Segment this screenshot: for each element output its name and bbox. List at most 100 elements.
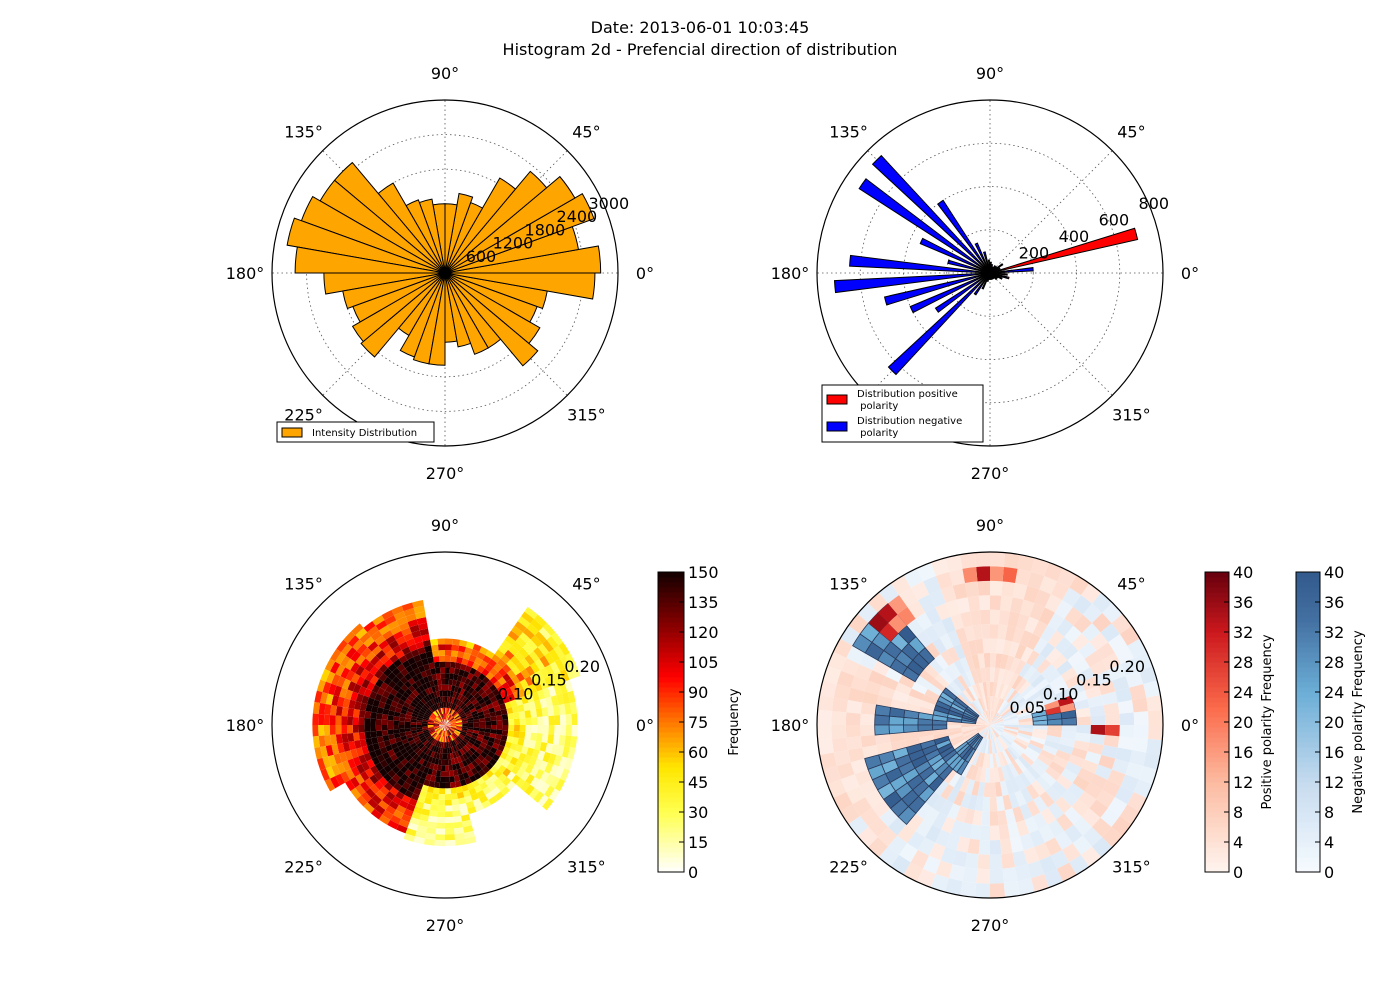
hist2d-cell [415, 705, 422, 711]
hist2d-cell [468, 739, 475, 745]
hist2d-polarity-cell [832, 737, 849, 753]
hist2d-polarity-cell [979, 609, 990, 625]
hist2d-cell [546, 636, 559, 649]
hist2d-cell [456, 726, 463, 729]
hist2d-polarity-cell [990, 839, 1002, 855]
hist2d-polarity-cell [965, 670, 976, 686]
colorbar-cell [658, 802, 684, 808]
hist2d-polarity-cell [1143, 680, 1161, 698]
colorbar-cell [1205, 772, 1229, 778]
hist2d-cell [437, 708, 442, 715]
hist2d-polarity-cell [848, 747, 865, 763]
hist2d-cell [387, 778, 397, 787]
colorbar-cell [1205, 572, 1229, 578]
hist2d-cell [430, 692, 436, 699]
hist2d-cell [439, 776, 445, 783]
angle-tick-label: 45° [1117, 575, 1145, 594]
hist2d-cell [515, 697, 523, 706]
hist2d-cell [485, 725, 492, 730]
hist2d-cell [445, 696, 448, 703]
hist2d-cell [506, 780, 516, 791]
hist2d-cell [433, 781, 440, 789]
hist2d-polarity-cell [974, 638, 984, 655]
hist2d-cell [467, 729, 474, 733]
hist2d-polarity-cell [1040, 771, 1057, 787]
colorbar-cell [658, 597, 684, 603]
hist2d-polarity-cell [819, 752, 837, 770]
hist2d-cell [355, 627, 368, 640]
hist2d-cell [439, 735, 443, 742]
hist2d-cell [433, 725, 440, 728]
hist2d-polarity-cell [1003, 712, 1018, 721]
hist2d-cell [553, 683, 562, 696]
hist2d-cell [396, 762, 405, 770]
hist2d-cell [441, 720, 445, 725]
hist2d-cell [447, 690, 452, 697]
hist2d-polarity-cell [906, 695, 923, 707]
colorbar-cell [658, 857, 684, 863]
hist2d-cell [395, 804, 407, 814]
hist2d-cell [390, 742, 398, 750]
hist2d-polarity-cell [1081, 808, 1101, 827]
colorbar-cell [658, 772, 684, 778]
hist2d-cell [570, 664, 581, 678]
hist2d-polarity-cell [910, 581, 930, 601]
hist2d-polarity-cell [917, 724, 933, 732]
hist2d-polarity-cell [1034, 589, 1051, 608]
colorbar-tick-label: 4 [1233, 833, 1243, 852]
hist2d-cell [445, 799, 453, 806]
hist2d-cell [448, 764, 454, 771]
hist2d-polarity-cell [964, 852, 979, 869]
hist2d-polarity-cell [1087, 742, 1104, 755]
hist2d-polarity-cell [1049, 761, 1065, 775]
hist2d-cell [445, 713, 448, 720]
hist2d-cell [502, 673, 512, 683]
hist2d-cell [448, 741, 451, 748]
angle-tick-label: 315° [567, 857, 606, 876]
hist2d-cell [440, 707, 443, 714]
hist2d-cell [504, 701, 512, 709]
hist2d-polarity-cell [976, 868, 990, 884]
hist2d-polarity-cell [1044, 700, 1060, 711]
hist2d-polarity-cell [1062, 843, 1081, 863]
hist2d-cell [378, 767, 388, 777]
hist2d-polarity-cell [990, 725, 1002, 735]
hist2d-polarity-cell [1061, 643, 1079, 661]
hist2d-cell [446, 713, 448, 720]
hist2d-cell [359, 658, 370, 669]
hist2d-cell [564, 735, 572, 748]
hist2d-polarity-cell [985, 711, 990, 725]
hist2d-cell [452, 733, 458, 739]
hist2d-outer-circle [271, 551, 619, 899]
hist2d-cell [449, 776, 456, 783]
colorbar-cell [658, 837, 684, 843]
hist2d-cell [435, 828, 445, 835]
hist2d-cell [431, 686, 437, 693]
radial-gridline [946, 229, 1034, 317]
hist2d-cell [320, 746, 329, 758]
hist2d-polarity-cell [888, 715, 905, 726]
hist2d-cell [391, 676, 401, 685]
hist2d-cell [461, 814, 471, 822]
hist2d-cell [439, 741, 442, 748]
hist2d-cell [419, 628, 429, 636]
hist2d-polarity-cell [1006, 747, 1018, 761]
hist2d-cell [445, 788, 452, 795]
hist2d-cell [434, 834, 445, 841]
hist2d-cell [469, 707, 477, 713]
hist2d-cell [424, 688, 431, 696]
hist2d-polarity-cell [962, 567, 978, 584]
hist2d-cell [443, 736, 445, 743]
colorbar-tick-label: 45 [688, 773, 708, 792]
angle-tick-label: 0° [1181, 716, 1199, 735]
hist2d-polarity-cell [922, 575, 941, 595]
hist2d-cell [431, 739, 437, 745]
hist2d-polarity-cell [940, 650, 954, 666]
colorbar-cell [658, 637, 684, 643]
hist2d-cell [459, 639, 468, 648]
colorbar-cell [658, 712, 684, 718]
hist2d-cell [383, 667, 392, 677]
hist2d-polarity-cell [997, 736, 1007, 750]
hist2d-cell [422, 739, 429, 746]
hist2d-polarity-cell [990, 725, 993, 740]
